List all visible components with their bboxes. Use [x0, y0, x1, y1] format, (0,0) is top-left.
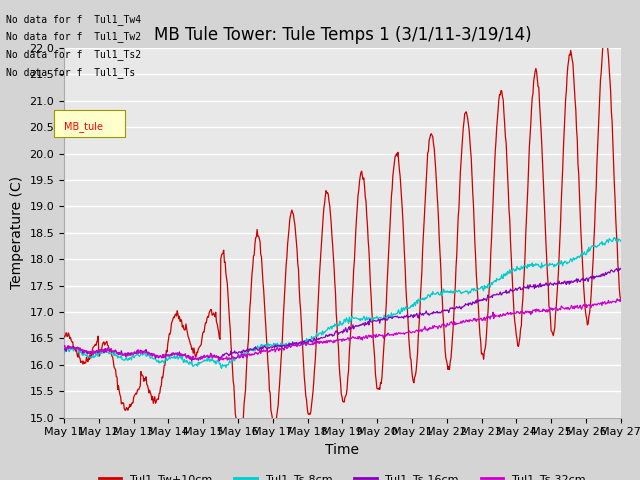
Text: No data for f  Tul1_Ts2: No data for f Tul1_Ts2	[6, 49, 141, 60]
Text: No data for f  Tul1_Tw4: No data for f Tul1_Tw4	[6, 13, 141, 24]
Y-axis label: Temperature (C): Temperature (C)	[10, 176, 24, 289]
Text: MB_tule: MB_tule	[64, 120, 103, 132]
Text: No data for f  Tul1_Ts: No data for f Tul1_Ts	[6, 67, 136, 78]
X-axis label: Time: Time	[325, 443, 360, 457]
Legend: Tul1_Tw+10cm, Tul1_Ts-8cm, Tul1_Ts-16cm, Tul1_Ts-32cm: Tul1_Tw+10cm, Tul1_Ts-8cm, Tul1_Ts-16cm,…	[94, 470, 590, 480]
Title: MB Tule Tower: Tule Temps 1 (3/1/11-3/19/14): MB Tule Tower: Tule Temps 1 (3/1/11-3/19…	[154, 25, 531, 44]
Text: No data for f  Tul1_Tw2: No data for f Tul1_Tw2	[6, 31, 141, 42]
